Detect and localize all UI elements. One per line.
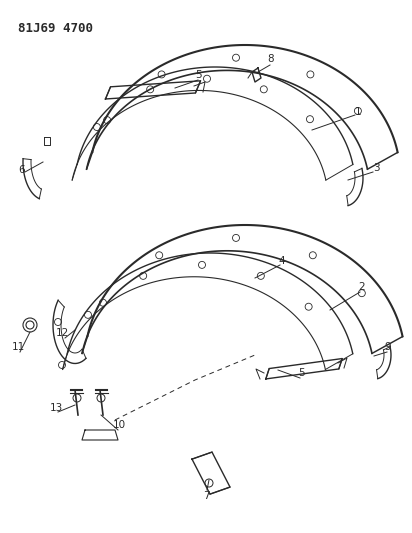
Text: 13: 13 — [49, 403, 63, 413]
Text: 6: 6 — [19, 165, 25, 175]
Text: 5: 5 — [196, 70, 202, 80]
Text: 1: 1 — [355, 107, 361, 117]
Text: 9: 9 — [385, 342, 391, 352]
Text: 12: 12 — [55, 328, 69, 338]
Text: 8: 8 — [268, 54, 274, 64]
Text: 81J69 4700: 81J69 4700 — [18, 22, 93, 35]
Text: 5: 5 — [299, 368, 305, 378]
Text: 7: 7 — [203, 491, 209, 501]
Text: 2: 2 — [359, 282, 365, 292]
Text: 11: 11 — [12, 342, 25, 352]
Text: 4: 4 — [279, 256, 286, 266]
Text: 10: 10 — [112, 420, 126, 430]
Text: 3: 3 — [373, 163, 379, 173]
